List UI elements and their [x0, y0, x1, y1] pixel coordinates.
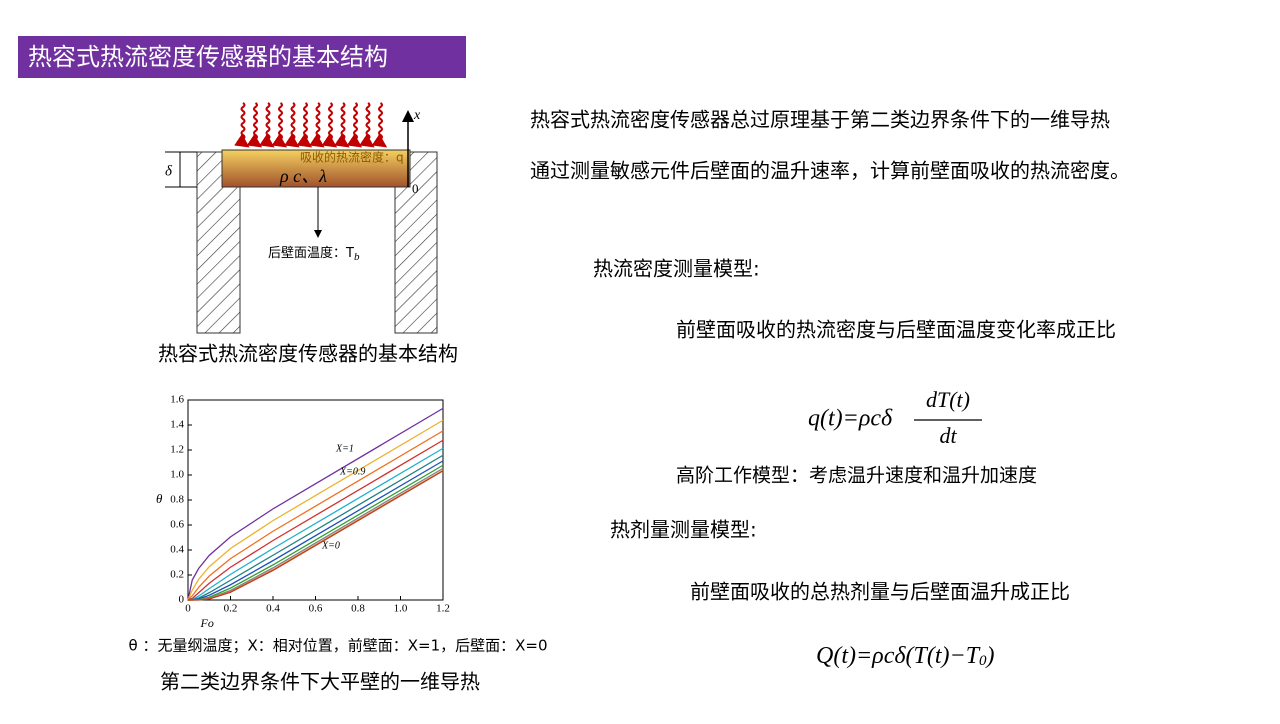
wave-arrow — [359, 102, 375, 148]
series-line — [187, 430, 444, 601]
x-tick-label: 0.4 — [266, 603, 280, 615]
curve-label: X=0.9 — [339, 466, 365, 477]
y-tick-label: 1.2 — [170, 444, 184, 456]
wave-arrow — [246, 102, 263, 148]
wave-arrow — [309, 102, 325, 148]
sensor-block — [221, 149, 411, 188]
flux-label: 吸收的热流密度：q — [300, 150, 404, 165]
paragraph: 前壁面吸收的热流密度与后壁面温度变化率成正比 — [676, 318, 1116, 342]
series-line — [187, 447, 444, 601]
formula: Q(t)=ρcδ(T(t)−T0) — [816, 643, 995, 670]
x-tick-label: 0.2 — [224, 603, 238, 615]
heat-flux-arrows — [234, 102, 388, 148]
series-line — [187, 407, 444, 601]
y-tick-label: 0 — [179, 594, 185, 606]
y-tick-label: 1.4 — [170, 419, 184, 431]
series-line — [188, 464, 444, 601]
chart-caption: 第二类边界条件下大平壁的一维导热 — [160, 670, 480, 694]
formula-numerator: dT(t) — [926, 387, 970, 412]
wave-arrow — [271, 102, 288, 148]
y-tick-label: 0.6 — [170, 519, 184, 531]
formula-sub: 0 — [979, 653, 987, 669]
y-tick-label: 0.8 — [170, 494, 184, 506]
back-temp-sub: b — [354, 251, 360, 263]
wave-arrow — [371, 102, 388, 148]
wave-arrow — [321, 102, 338, 148]
x-tick-label: 1.0 — [394, 603, 408, 615]
formula-lhs: q(t)=ρcδ — [808, 406, 893, 432]
right-wall — [394, 151, 438, 334]
back-temp-label: 后壁面温度：Tb — [268, 245, 360, 263]
origin-label: 0 — [412, 181, 419, 196]
formula-close: ) — [985, 643, 995, 669]
wave-arrow — [234, 102, 250, 148]
diagram-caption: 热容式热流密度传感器的基本结构 — [158, 342, 458, 366]
wave-arrow — [259, 102, 275, 148]
axis-label: x — [413, 108, 421, 123]
series-line — [187, 454, 444, 601]
property-label: ρ c、λ — [279, 166, 327, 186]
x-tick-label: 0.6 — [309, 603, 323, 615]
series-line — [188, 470, 444, 601]
wave-arrow — [296, 102, 313, 148]
y-tick-label: 0.2 — [170, 569, 184, 581]
thickness-label: δ — [165, 163, 173, 179]
x-tick-label: 0 — [185, 603, 191, 615]
curve-label: X=1 — [335, 443, 354, 454]
x-axis-label: Fo — [200, 616, 214, 630]
y-tick-label: 0.4 — [170, 544, 184, 556]
title-bar — [18, 36, 466, 78]
paragraph: 前壁面吸收的总热剂量与后壁面温升成正比 — [690, 580, 1070, 604]
wave-arrow — [334, 102, 350, 148]
paragraph: 热容式热流密度传感器总过原理基于第二类边界条件下的一维导热 — [530, 108, 1110, 132]
chart-note: θ ：无量纲温度；X：相对位置，前壁面：X=1，后壁面：X=0 — [129, 637, 548, 655]
y-axis-label: θ — [156, 491, 163, 506]
wave-arrow — [284, 102, 300, 148]
formula-main: Q(t)=ρcδ(T(t)−T — [816, 643, 981, 669]
wave-arrow — [346, 102, 363, 148]
curve-label: X=0 — [321, 540, 340, 551]
paragraph: 高阶工作模型：考虑温升速度和温升加速度 — [676, 465, 1037, 487]
formula-denominator: dt — [939, 423, 957, 448]
chart: 0 0.2 0.4 0.6 0.8 1.0 1.2 0 0.2 0.4 0.6 0.8 1.0 1.2 1.… — [156, 394, 450, 630]
slide-title: 热容式热流密度传感器的基本结构 — [28, 43, 388, 71]
back-temp-text: 后壁面温度：T — [268, 245, 354, 261]
series-line — [187, 419, 444, 601]
y-tick-label: 1.6 — [170, 394, 184, 406]
x-tick-label: 1.2 — [436, 603, 450, 615]
paragraph: 通过测量敏感元件后壁面的温升速率，计算前壁面吸收的热流密度。 — [530, 159, 1130, 183]
x-tick-label: 0.8 — [351, 603, 365, 615]
series-line — [187, 439, 444, 601]
y-tick-label: 1.0 — [170, 469, 184, 481]
heading: 热流密度测量模型: — [593, 257, 760, 281]
heading: 热剂量测量模型: — [610, 518, 757, 542]
